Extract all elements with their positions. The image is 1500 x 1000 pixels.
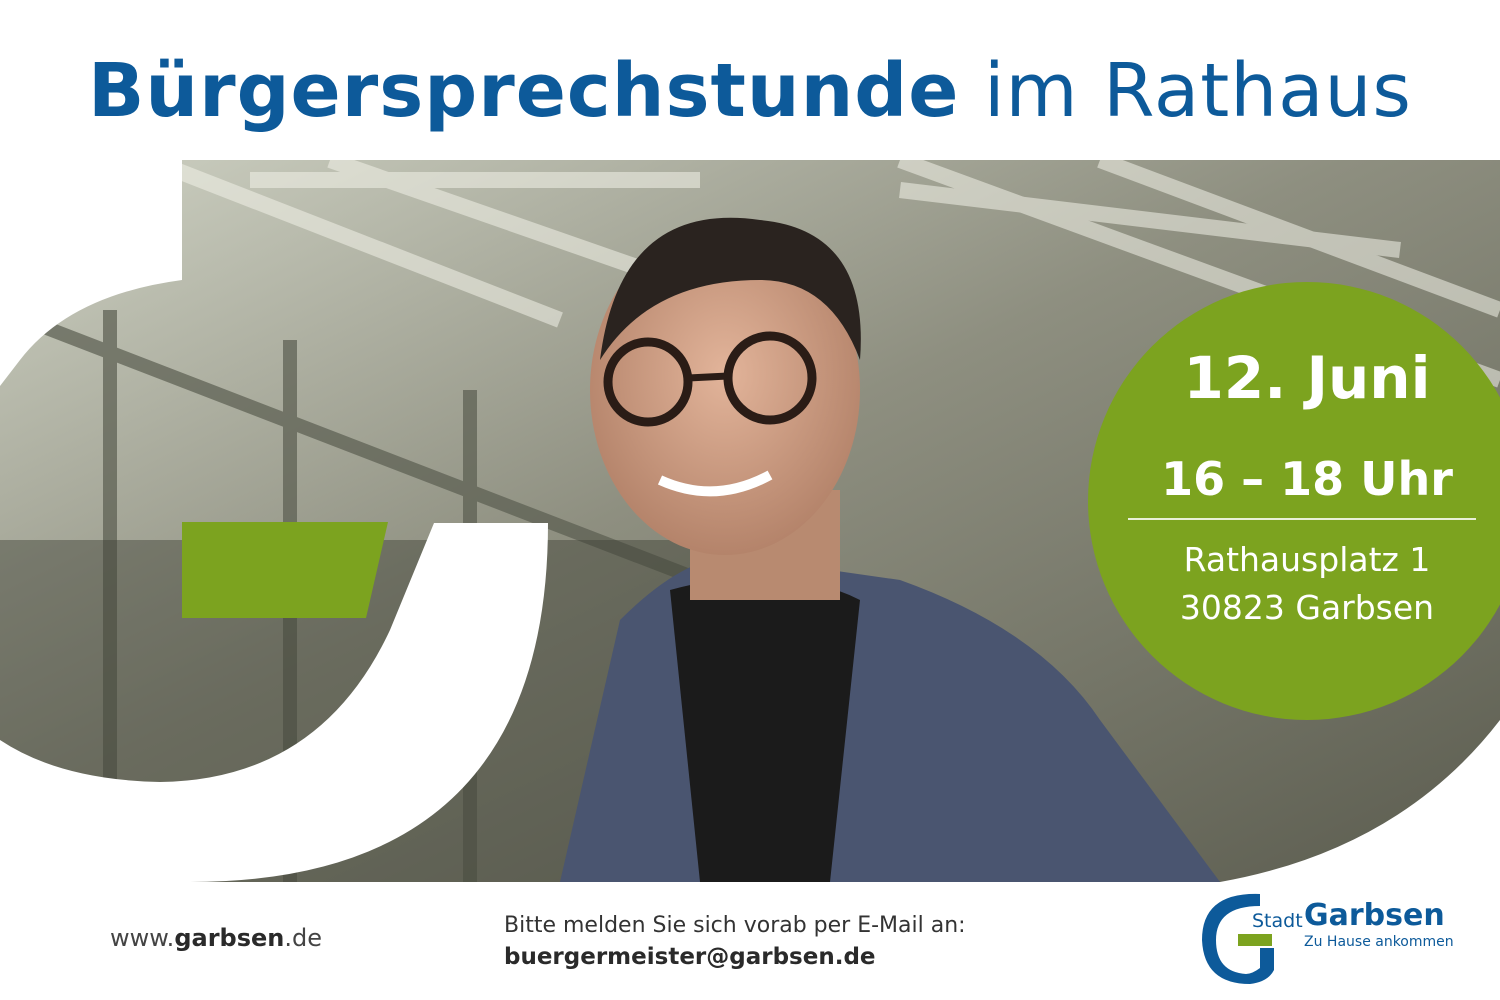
- hero-photo: [0, 160, 1500, 882]
- logo-stadt: Stadt: [1252, 910, 1303, 932]
- website-prefix: www.: [110, 924, 175, 952]
- title-bold: Bürgersprechstunde: [88, 48, 960, 134]
- event-address-street: Rathausplatz 1: [1183, 540, 1431, 579]
- stadt-garbsen-logo: Stadt Garbsen Zu Hause ankommen: [1198, 888, 1468, 988]
- logo-claim: Zu Hause ankommen: [1304, 934, 1454, 950]
- person-illustration: [560, 217, 1220, 882]
- contact-email[interactable]: buergermeister@garbsen.de: [504, 944, 876, 970]
- page-title: Bürgersprechstunde im Rathaus: [0, 48, 1500, 134]
- event-date: 12. Juni: [1183, 344, 1431, 412]
- event-address-city: 30823 Garbsen: [1179, 588, 1435, 627]
- garbsen-g-logo-icon: [1202, 893, 1274, 984]
- website-suffix: .de: [284, 924, 322, 952]
- logo-name: Garbsen: [1304, 898, 1445, 933]
- website-domain: garbsen: [174, 924, 285, 952]
- website-link[interactable]: www.garbsen.de: [110, 924, 322, 952]
- event-time: 16 – 18 Uhr: [1161, 452, 1453, 506]
- event-badge: 12. Juni 16 – 18 Uhr Rathausplatz 1 3082…: [1088, 282, 1500, 720]
- title-light: im Rathaus: [983, 48, 1412, 134]
- badge-divider: [1128, 518, 1476, 520]
- registration-note: Bitte melden Sie sich vorab per E-Mail a…: [504, 913, 966, 938]
